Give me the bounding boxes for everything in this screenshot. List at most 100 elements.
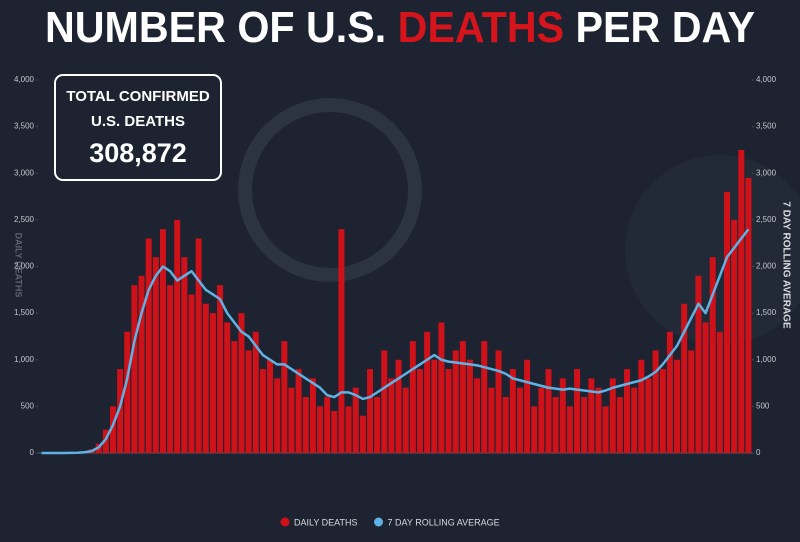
bar — [117, 369, 124, 453]
bar — [438, 322, 445, 453]
bar — [138, 275, 145, 453]
y-tick-label: 2,500 — [14, 215, 35, 224]
bar — [238, 313, 245, 453]
bar — [509, 369, 516, 453]
bar — [188, 294, 195, 453]
bar — [231, 341, 238, 453]
bar — [674, 359, 681, 453]
bar — [374, 397, 381, 453]
bar — [317, 406, 324, 453]
bar — [481, 341, 488, 453]
y2-tick-label: 500 — [756, 401, 770, 410]
bar — [288, 387, 295, 453]
bar — [331, 411, 338, 453]
y2-axis-label: 7 DAY ROLLING AVERAGE — [780, 201, 791, 329]
y2-tick-label: 4,000 — [756, 75, 777, 84]
bar — [359, 415, 366, 453]
bar — [624, 369, 631, 453]
bar — [416, 369, 423, 453]
bar — [152, 257, 159, 453]
bar — [531, 406, 538, 453]
bar — [209, 313, 216, 453]
bar — [652, 350, 659, 453]
bar — [367, 369, 374, 453]
y2-tick-label: 3,500 — [756, 122, 777, 131]
y2-tick-label: 2,500 — [756, 215, 777, 224]
bar — [516, 387, 523, 453]
title-highlight: DEATHS — [398, 3, 564, 52]
callout-line: U.S. DEATHS — [91, 113, 185, 130]
bar — [252, 331, 259, 453]
bar — [295, 369, 302, 453]
bar — [588, 378, 595, 453]
bar — [274, 378, 281, 453]
bar — [688, 350, 695, 453]
bar — [609, 378, 616, 453]
bar — [102, 429, 109, 453]
y2-tick-label: 1,000 — [756, 355, 777, 364]
bar — [145, 238, 152, 453]
bar — [174, 219, 181, 453]
bar — [638, 359, 645, 453]
bar — [124, 331, 131, 453]
bar — [559, 378, 566, 453]
bar — [745, 177, 752, 453]
bar — [666, 331, 673, 453]
bar — [709, 257, 716, 453]
title-part: PER DAY — [576, 3, 755, 52]
bar — [388, 378, 395, 453]
bar — [602, 406, 609, 453]
y-tick-label: 0 — [30, 448, 35, 457]
legend-label: 7 DAY ROLLING AVERAGE — [388, 517, 500, 527]
callout-line: TOTAL CONFIRMED — [66, 88, 209, 105]
bar — [552, 397, 559, 453]
bar — [581, 397, 588, 453]
bar — [381, 350, 388, 453]
y-tick-label: 2,000 — [14, 262, 35, 271]
decor-virus — [238, 98, 422, 282]
bar — [245, 350, 252, 453]
bar — [167, 285, 174, 453]
bar — [731, 219, 738, 453]
bar — [502, 397, 509, 453]
bar — [645, 378, 652, 453]
callout-value: 308,872 — [89, 138, 187, 168]
y2-tick-label: 3,000 — [756, 168, 777, 177]
legend-label: DAILY DEATHS — [294, 517, 358, 527]
bar — [309, 378, 316, 453]
title-part: NUMBER OF U.S. — [45, 3, 386, 52]
bar — [452, 350, 459, 453]
bar — [131, 285, 138, 453]
legend-swatch — [280, 517, 290, 527]
bar — [716, 331, 723, 453]
bar — [724, 191, 731, 453]
y-tick-label: 1,000 — [14, 355, 35, 364]
bar — [445, 369, 452, 453]
bar — [616, 397, 623, 453]
bar — [352, 387, 359, 453]
bar — [595, 387, 602, 453]
bar — [524, 359, 531, 453]
bar — [217, 285, 224, 453]
bar — [495, 350, 502, 453]
chart-title: NUMBER OF U.S. DEATHS PER DAY — [45, 3, 755, 52]
bar — [459, 341, 466, 453]
bar — [181, 257, 188, 453]
bar — [681, 303, 688, 453]
bar — [431, 359, 438, 453]
bar — [324, 397, 331, 453]
bar — [474, 378, 481, 453]
bar — [538, 387, 545, 453]
bar — [738, 149, 745, 453]
decor-virus — [625, 155, 800, 345]
bar — [424, 331, 431, 453]
bar — [345, 406, 352, 453]
bar — [659, 369, 666, 453]
y2-tick-label: 1,500 — [756, 308, 777, 317]
legend-swatch — [374, 517, 384, 527]
y-tick-label: 3,000 — [14, 168, 35, 177]
bar — [488, 387, 495, 453]
bar — [395, 359, 402, 453]
bar — [224, 322, 231, 453]
